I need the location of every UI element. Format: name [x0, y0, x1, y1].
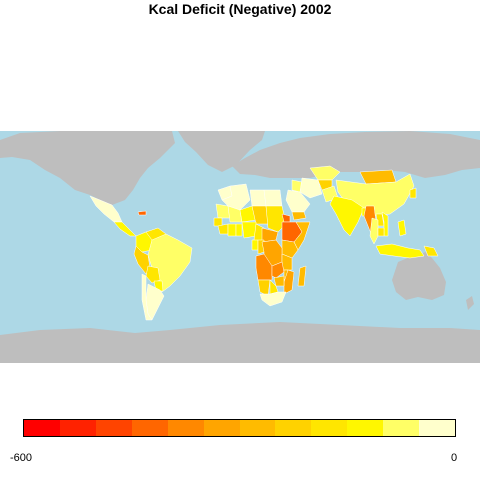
land-north-america	[0, 131, 175, 205]
land-australia	[392, 252, 446, 300]
region-guinea	[217, 223, 229, 235]
region-libya	[249, 189, 267, 207]
region-north-korea	[409, 187, 417, 199]
region-gabon	[251, 239, 259, 251]
legend-swatch-10	[383, 420, 420, 436]
region-yemen	[291, 211, 307, 221]
region-zambia	[271, 261, 285, 279]
legend-min-label: -600	[10, 452, 33, 464]
region-angola	[255, 253, 273, 281]
land-eurasia-north	[232, 131, 480, 178]
legend-swatch-7	[275, 420, 312, 436]
legend-swatch-1	[59, 420, 96, 436]
region-iran	[299, 177, 323, 199]
region-nigeria	[241, 221, 257, 239]
region-ghana	[235, 223, 243, 237]
legend-swatch-0	[24, 420, 60, 436]
region-mozambique	[283, 269, 295, 295]
region-egypt	[263, 189, 283, 207]
legend-swatch-5	[203, 420, 240, 436]
legend-swatch-3	[131, 420, 168, 436]
color-scale-legend	[23, 419, 456, 437]
region-indonesia	[375, 243, 425, 259]
region-zimbabwe	[273, 275, 285, 287]
region-india	[329, 195, 365, 237]
region-philippines	[397, 219, 407, 237]
region-papua-new-guinea	[423, 245, 439, 257]
region-cambodia	[377, 227, 385, 237]
region-madagascar	[297, 265, 307, 287]
region-vietnam	[381, 211, 389, 237]
region-south-africa	[259, 291, 287, 307]
legend-swatch-6	[239, 420, 276, 436]
land-new-zealand	[466, 296, 474, 310]
legend-swatch-2	[95, 420, 132, 436]
region-central-asia	[309, 165, 341, 181]
legend-max-label: 0	[451, 452, 458, 464]
region-chile	[141, 273, 153, 321]
land-greenland	[178, 131, 265, 172]
map-title: Kcal Deficit (Negative) 2002	[148, 1, 332, 17]
legend-swatch-11	[419, 420, 456, 436]
region-senegal	[213, 217, 223, 227]
legend-swatch-9	[347, 420, 384, 436]
legend-swatch-4	[167, 420, 204, 436]
region-caribbean	[137, 210, 147, 216]
region-thailand	[369, 217, 379, 245]
legend-swatch-8	[311, 420, 348, 436]
region-ivory-coast	[227, 223, 237, 237]
region-mongolia	[359, 169, 397, 185]
land-antarctica	[0, 322, 480, 363]
